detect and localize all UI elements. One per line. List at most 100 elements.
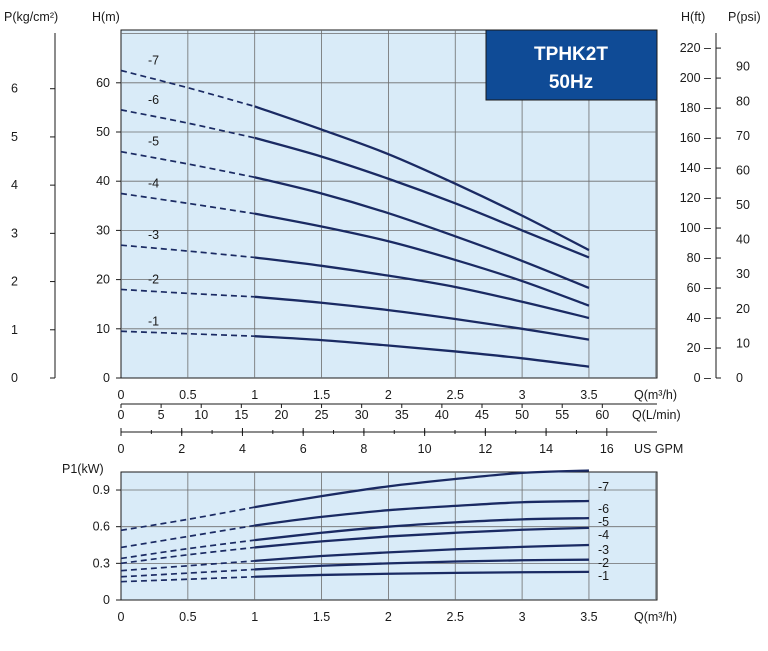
power-curve-label-5: -5	[598, 515, 609, 529]
y-axis-title-ft: H(ft)	[681, 10, 705, 24]
psi-axis-tick-label: 50	[736, 198, 750, 212]
x-gpm-tick-label: 6	[300, 442, 307, 456]
x-lmin-tick-label: 10	[194, 408, 208, 422]
power-curve-7-dashed	[120, 506, 255, 532]
x-m3h-tick-label: 0.5	[179, 388, 196, 402]
x-m3h-tick-label: 1.5	[313, 388, 330, 402]
psi-axis-tick-label: 40	[736, 233, 750, 247]
head-curve-3-solid	[254, 256, 590, 320]
ft-axis-tick-label: 20 –	[687, 341, 711, 355]
head-curve-4-dashed	[120, 192, 255, 215]
power-curve-4-solid	[254, 526, 589, 549]
lower-x-tick-label: 0.5	[179, 610, 196, 624]
upper-curve-labels: -1 -2 -3 -4 -5 -6 -7	[148, 54, 159, 329]
upper-grid	[121, 30, 657, 378]
lower-x-tick-label: 1	[251, 610, 258, 624]
x-axis-title-gpm: US GPM	[634, 442, 683, 456]
x-lmin-tick-label: 15	[234, 408, 248, 422]
x-lmin-tick-label: 20	[274, 408, 288, 422]
upper-y-axis-ticks: 0 10 20 30 40 50 60	[96, 76, 121, 385]
head-curve-1-dashed	[120, 330, 255, 338]
power-curve-label-4: -4	[598, 528, 609, 542]
psi-axis-tick-label: 30	[736, 267, 750, 281]
psi-axis-tick-label: 0	[736, 371, 743, 385]
lower-y-tick-label: 0.6	[93, 520, 110, 534]
x-axis-lmin: 0 5 10 15 20 25 30 35 40 45 50 55 60	[118, 403, 657, 422]
head-curve-label-1: -1	[148, 314, 159, 328]
kg-axis-tick-label: 0	[11, 371, 18, 385]
head-curve-label-7: -7	[148, 54, 159, 68]
head-curve-label-2: -2	[148, 272, 159, 286]
x-axis-title-m3h: Q(m³/h)	[634, 388, 677, 402]
x-m3h-tick-label: 3	[519, 388, 526, 402]
psi-axis-tick-label: 10	[736, 336, 750, 350]
chart-subtitle: 50Hz	[549, 72, 593, 93]
x-axis-m3h: 0 0.5 1 1.5 2 2.5 3 3.5	[118, 388, 598, 402]
upper-y-tick-label: 30	[96, 223, 110, 237]
head-curve-7-dashed	[120, 69, 255, 108]
upper-y-tick-label: 60	[96, 76, 110, 90]
power-curve-5-solid	[254, 516, 589, 542]
power-curve-2-dashed	[120, 568, 255, 578]
upper-y-tick-label: 20	[96, 273, 110, 287]
chart-title: TPHK2T	[534, 44, 608, 65]
x-lmin-tick-label: 30	[355, 408, 369, 422]
x-gpm-tick-label: 8	[360, 442, 367, 456]
x-lmin-tick-label: 0	[118, 408, 125, 422]
head-curve-5-dashed	[120, 150, 255, 179]
ft-axis-tick-label: 0 –	[694, 371, 711, 385]
head-curve-label-5: -5	[148, 135, 159, 149]
lower-curve-labels: -1-2-3-4-5-6 -7	[598, 480, 609, 583]
head-curve-5-solid	[254, 176, 590, 290]
kg-axis-tick-label: 6	[11, 82, 18, 96]
power-curve-6-solid	[254, 499, 589, 527]
lower-x-tick-label: 3	[519, 610, 526, 624]
power-curve-3-solid	[254, 543, 589, 563]
kg-axis-tick-label: 3	[11, 226, 18, 240]
upper-y-tick-label: 50	[96, 125, 110, 139]
lower-x-tick-label: 2	[385, 610, 392, 624]
x-m3h-tick-label: 2	[385, 388, 392, 402]
power-curve-6-dashed	[120, 524, 255, 549]
power-curve-label-3: -3	[598, 543, 609, 557]
upper-curves	[120, 69, 590, 368]
ft-axis-tick-label: 160 –	[680, 131, 711, 145]
x-lmin-tick-label: 55	[555, 408, 569, 422]
x-lmin-tick-label: 5	[158, 408, 165, 422]
ft-axis-tick-label: 200 –	[680, 71, 711, 85]
title-box	[485, 29, 658, 101]
x-gpm-tick-label: 4	[239, 442, 246, 456]
ft-axis-tick-label: 220 –	[680, 41, 711, 55]
ft-axis-tick-label: 100 –	[680, 221, 711, 235]
x-gpm-tick-label: 16	[600, 442, 614, 456]
head-curve-4-solid	[254, 212, 590, 307]
kg-axis-tick-label: 5	[11, 130, 18, 144]
lower-y-tick-label: 0.3	[93, 556, 110, 570]
kg-axis-tick-label: 1	[11, 323, 18, 337]
psi-axis-tick-label: 70	[736, 129, 750, 143]
head-curve-3-dashed	[120, 244, 255, 259]
lower-x-tick-label: 3.5	[580, 610, 597, 624]
x-axis-title-lower: Q(m³/h)	[634, 610, 677, 624]
lower-curves	[120, 469, 589, 583]
head-curve-6-solid	[254, 136, 590, 259]
x-lmin-tick-label: 25	[315, 408, 329, 422]
y-axis-title-h-m: H(m)	[92, 10, 120, 24]
power-curve-3-dashed	[120, 560, 255, 572]
ft-axis-tick-label: 80 –	[687, 251, 711, 265]
head-curve-6-dashed	[120, 109, 255, 139]
psi-axis-tick-label: 20	[736, 302, 750, 316]
x-lmin-tick-label: 35	[395, 408, 409, 422]
x-gpm-tick-label: 12	[478, 442, 492, 456]
power-curve-7-solid	[254, 469, 589, 509]
y-axis-title-kg: P(kg/cm²)	[4, 10, 58, 24]
power-curve-label-2: -2	[598, 556, 609, 570]
x-lmin-tick-label: 60	[595, 408, 609, 422]
x-lmin-tick-label: 50	[515, 408, 529, 422]
kg-axis-tick-label: 2	[11, 275, 18, 289]
head-curve-label-3: -3	[148, 228, 159, 242]
x-gpm-tick-label: 2	[178, 442, 185, 456]
lower-x-tick-label: 0	[118, 610, 125, 624]
